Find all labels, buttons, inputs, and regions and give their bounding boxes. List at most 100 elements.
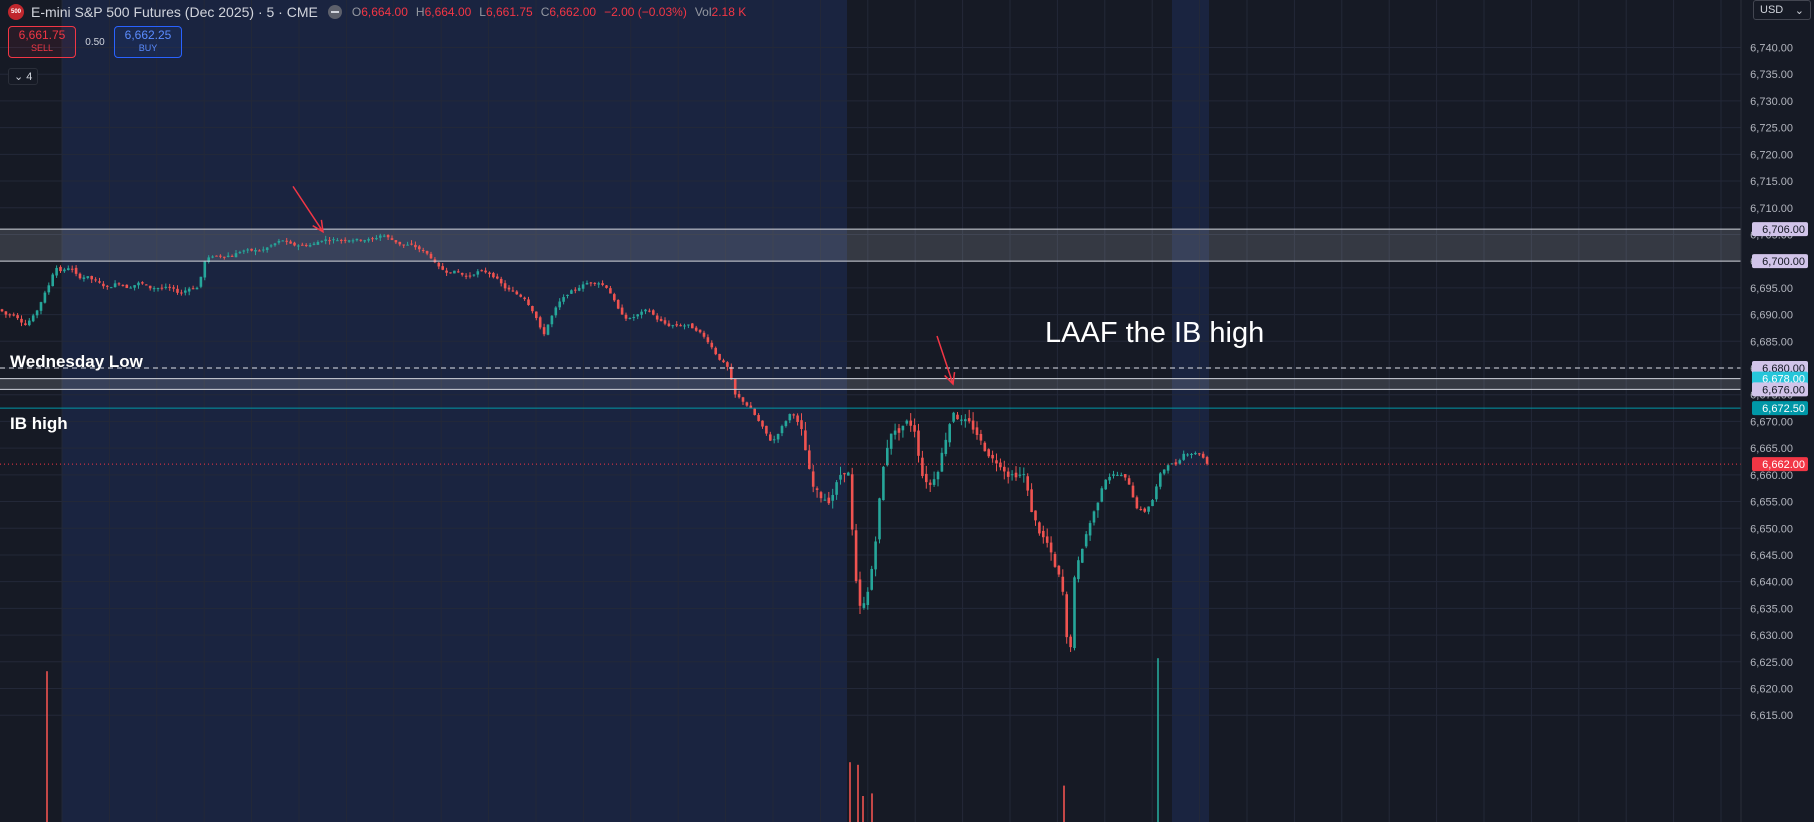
candle-body (160, 287, 164, 289)
volume-bar (871, 793, 873, 822)
candle-body (667, 323, 671, 326)
candle-body (710, 342, 714, 348)
candle-body (999, 462, 1002, 468)
candle-body (655, 315, 659, 320)
candle-body (195, 287, 199, 290)
candle-body (1201, 453, 1205, 458)
trade-buttons: 6,661.75 SELL 0.50 6,662.25 BUY (8, 26, 182, 58)
candle-body (964, 419, 967, 422)
buy-button[interactable]: 6,662.25 BUY (114, 26, 182, 58)
candle-body (421, 249, 425, 251)
hide-icon[interactable] (327, 5, 342, 19)
candle-body (753, 408, 756, 415)
candle-body (905, 420, 909, 424)
indicators-count: 4 (26, 71, 33, 83)
candle-body (410, 243, 413, 245)
price-tag-label: 6,676.00 (1762, 384, 1805, 396)
candle-body (983, 442, 987, 452)
volume-bar (1157, 658, 1159, 822)
candle-body (503, 283, 507, 289)
volume-bar (857, 764, 859, 822)
candle-body (141, 282, 144, 284)
candle-body (940, 452, 944, 472)
candle-body (749, 405, 753, 409)
candle-body (20, 318, 23, 323)
volume-value: Vol2.18 K (694, 5, 747, 19)
axis-tick-label: 6,730.00 (1750, 96, 1793, 108)
candle-body (297, 245, 300, 247)
candle-body (730, 366, 733, 380)
axis-tick-label: 6,740.00 (1750, 43, 1793, 55)
candle-body (223, 256, 226, 258)
candle-body (726, 362, 729, 367)
candle-body (815, 488, 819, 490)
candle-body (772, 439, 776, 441)
candle-body (624, 314, 628, 319)
candle-body (523, 297, 526, 300)
candle-body (336, 240, 339, 242)
chevron-down-icon: ⌄ (1794, 4, 1804, 17)
candle-body (581, 284, 585, 289)
candle-body (531, 306, 534, 312)
session-shading (62, 0, 1209, 822)
candle-body (515, 291, 519, 295)
candle-body (1116, 474, 1119, 476)
candle-body (1045, 536, 1049, 543)
candle-body (324, 239, 327, 241)
indicators-toggle[interactable]: ⌄ 4 (8, 68, 39, 85)
symbol-title[interactable]: E-mini S&P 500 Futures (Dec 2025) · 5 · … (31, 4, 318, 20)
candle-body (1003, 466, 1006, 472)
axis-tick-label: 6,725.00 (1750, 123, 1793, 135)
axis-tick-label: 6,635.00 (1750, 603, 1793, 615)
candle-body (262, 249, 265, 251)
axis-tick-label: 6,625.00 (1750, 657, 1793, 669)
candle-body (866, 591, 870, 606)
sell-button[interactable]: 6,661.75 SELL (8, 26, 76, 58)
candle-body (1131, 485, 1135, 498)
candle-body (215, 255, 218, 257)
candle-body (691, 323, 694, 329)
candle-body (82, 277, 86, 279)
candle-body (382, 235, 386, 237)
candle-body (776, 433, 780, 440)
session-band (62, 0, 847, 822)
candle-body (562, 297, 565, 302)
candle-body (1123, 474, 1127, 478)
candle-body (979, 433, 983, 441)
currency-select[interactable]: USD ⌄ (1753, 0, 1811, 20)
candle-body (78, 273, 82, 279)
candle-body (527, 299, 530, 306)
candle-body (445, 270, 448, 273)
candle-body (554, 307, 558, 316)
candle-body (191, 288, 195, 290)
candle-body (745, 402, 749, 406)
candle-body (273, 243, 277, 246)
axis-tick-label: 6,630.00 (1750, 630, 1793, 642)
candle-body (1143, 508, 1146, 512)
candle-body (180, 292, 183, 294)
candle-body (585, 282, 589, 285)
candle-body (1026, 476, 1029, 491)
candle-body (367, 239, 370, 241)
candle-body (379, 235, 382, 238)
candle-body (944, 439, 948, 454)
candle-body (870, 568, 873, 590)
candle-body (882, 466, 885, 501)
candle-body (741, 397, 745, 402)
candle-body (113, 283, 117, 288)
candle-body (1135, 497, 1139, 509)
candle-body (850, 474, 854, 530)
candle-body (616, 299, 620, 309)
candle-body (1073, 577, 1076, 649)
sell-price: 6,661.75 (18, 28, 66, 42)
axis-tick-label: 6,695.00 (1750, 283, 1793, 295)
candle-body (1182, 453, 1185, 460)
candle-body (281, 240, 285, 242)
axis-tick-label: 6,615.00 (1750, 710, 1793, 722)
candle-body (1088, 523, 1092, 536)
candle-body (566, 294, 569, 297)
candle-body (936, 472, 940, 480)
candle-body (1030, 489, 1033, 513)
candle-body (441, 266, 444, 270)
